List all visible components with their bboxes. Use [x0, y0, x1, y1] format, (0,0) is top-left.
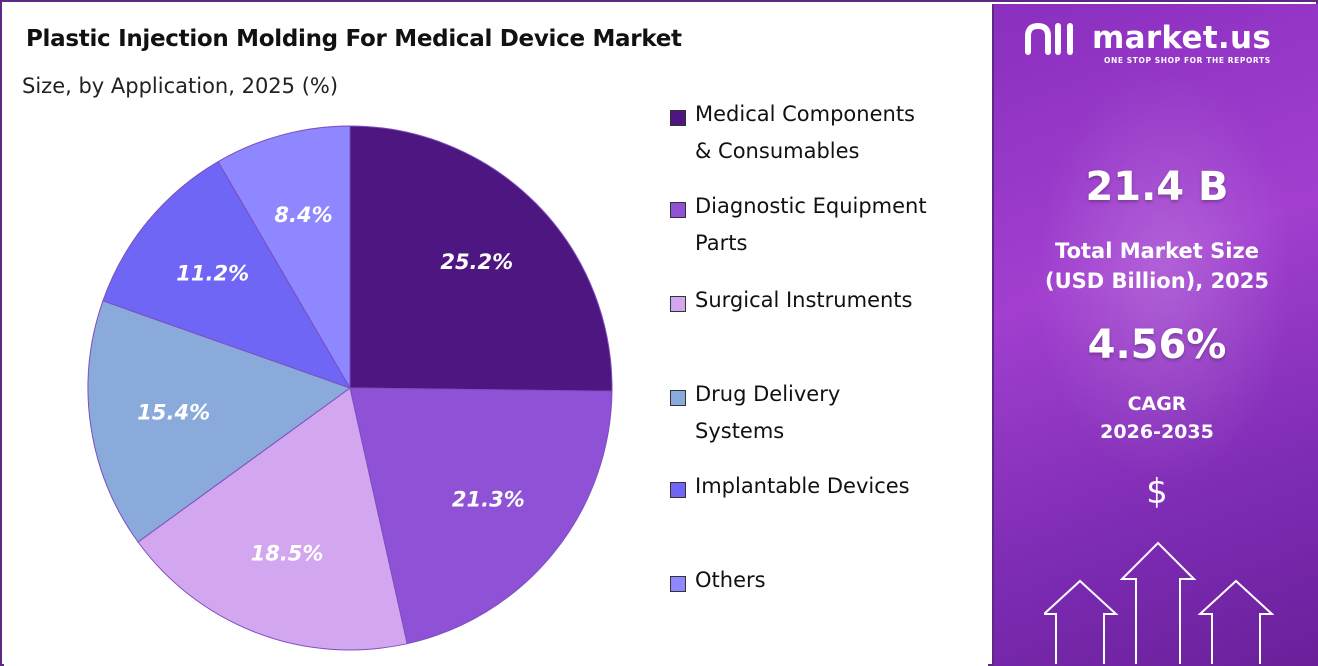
- pie-slice-5: [217, 125, 351, 390]
- pie-slice-label-1: 21.3%: [452, 487, 525, 511]
- legend-item: Medical Components & Consumables: [670, 102, 985, 170]
- background-glow: [1034, 64, 1294, 484]
- chart-panel: Plastic Injection Molding For Medical De…: [4, 4, 988, 666]
- chart-subtitle: Size, by Application, 2025 (%): [22, 74, 339, 98]
- legend-label: Implantable Devices: [695, 468, 985, 505]
- summary-sidebar: market.us ONE STOP SHOP FOR THE REPORTS …: [992, 4, 1318, 666]
- legend-item: Implantable Devices: [670, 474, 985, 505]
- market-size-value: 21.4 B: [1085, 164, 1229, 210]
- pie-slice-label-3: 15.4%: [137, 401, 210, 425]
- legend-label: Diagnostic Equipment Parts: [695, 188, 985, 262]
- legend-label: Medical Components & Consumables: [695, 96, 985, 170]
- pie-slice-0: [349, 125, 613, 392]
- brand-tagline: ONE STOP SHOP FOR THE REPORTS: [1104, 56, 1271, 65]
- pie-slice-2: [137, 387, 408, 651]
- legend-swatch: [670, 482, 686, 498]
- pie-slice-label-2: 18.5%: [251, 542, 324, 566]
- legend-label-line: Systems: [695, 419, 785, 443]
- market-us-logo-icon: [1025, 22, 1073, 55]
- pie-slice-4: [102, 160, 352, 389]
- legend-label-line: Diagnostic Equipment: [695, 194, 927, 218]
- cagr-block: 4.56%: [994, 322, 1318, 368]
- legend-item: Diagnostic Equipment Parts: [670, 194, 985, 262]
- brand-name: market.us: [1092, 20, 1272, 56]
- legend-item: Others: [670, 568, 985, 599]
- market-size-label-line-1: Total Market Size: [1055, 239, 1259, 263]
- legend-swatch: [670, 576, 686, 592]
- pie-chart: 25.2% 21.3% 18.5% 15.4% 11.2% 8.4%: [87, 125, 613, 651]
- legend-label-line: & Consumables: [695, 139, 860, 163]
- growth-arrows-icon: [1044, 541, 1274, 664]
- legend-label-line: Implantable Devices: [695, 474, 910, 498]
- dollar-icon: $: [1146, 472, 1168, 512]
- market-size-label-line-2: (USD Billion), 2025: [1044, 269, 1270, 293]
- chart-title: Plastic Injection Molding For Medical De…: [26, 26, 682, 52]
- cagr-label-line-2: 2026-2035: [1100, 421, 1214, 443]
- legend-swatch: [670, 296, 686, 312]
- market-size-label: Total Market Size (USD Billion), 2025: [994, 236, 1318, 296]
- legend-swatch: [670, 110, 686, 126]
- pie-slice-label-4: 11.2%: [176, 261, 249, 285]
- legend-label-line: Surgical Instruments: [695, 288, 913, 312]
- legend-label-line: Drug Delivery: [695, 382, 841, 406]
- legend-swatch: [670, 202, 686, 218]
- pie-slice-label-0: 25.2%: [440, 250, 513, 274]
- cagr-label: CAGR 2026-2035: [994, 390, 1318, 446]
- legend-label: Others: [695, 562, 985, 599]
- pie-slice-3: [87, 300, 352, 543]
- legend-label-line: Medical Components: [695, 102, 915, 126]
- legend-label: Drug Delivery Systems: [695, 376, 985, 450]
- legend-label-line: Others: [695, 568, 766, 592]
- legend-item: Surgical Instruments: [670, 288, 985, 319]
- cagr-label-line-1: CAGR: [1127, 393, 1187, 415]
- cagr-value: 4.56%: [1087, 322, 1227, 368]
- legend-label: Surgical Instruments: [695, 282, 985, 319]
- market-size-block: 21.4 B: [994, 164, 1318, 210]
- legend-label-line: Parts: [695, 231, 748, 255]
- pie-slice-1: [349, 387, 613, 645]
- legend-swatch: [670, 390, 686, 406]
- brand-logo: market.us: [1024, 18, 1271, 58]
- legend-item: Drug Delivery Systems: [670, 382, 985, 450]
- pie-slice-label-5: 8.4%: [274, 203, 332, 227]
